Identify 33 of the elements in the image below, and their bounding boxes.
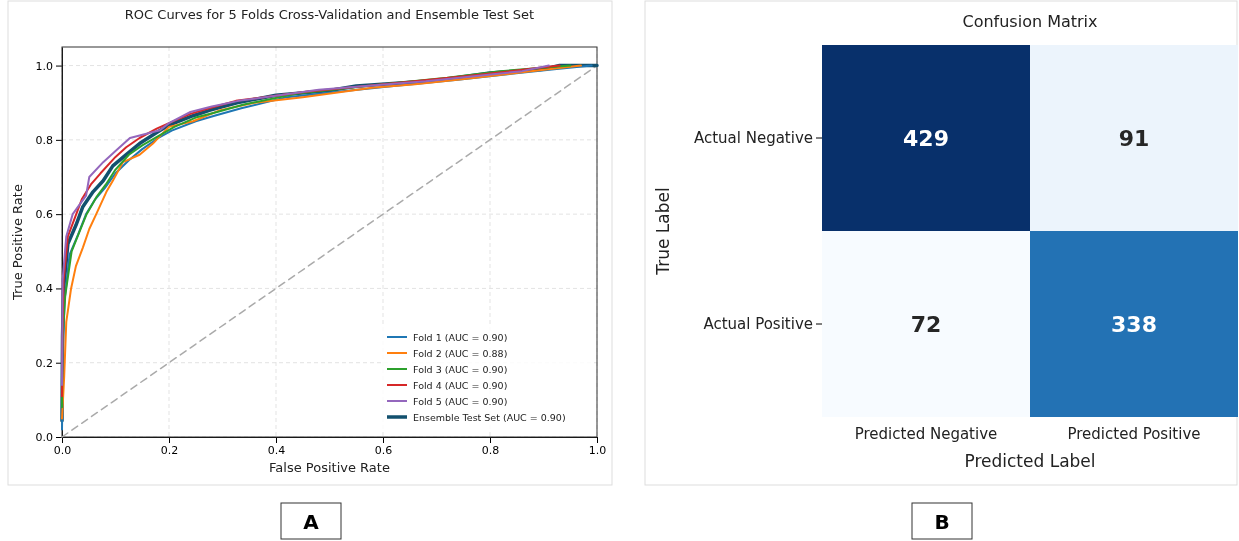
y-tick-label: 0.2 bbox=[35, 356, 53, 370]
legend-label: Ensemble Test Set (AUC = 0.90) bbox=[413, 411, 566, 423]
data-label: 72 bbox=[910, 312, 942, 337]
x-tick-label: Predicted Positive bbox=[1067, 424, 1201, 443]
x-tick-label: 0.4 bbox=[267, 443, 286, 457]
x-tick-label: 0.6 bbox=[374, 443, 393, 457]
x-tick-label: 0.8 bbox=[481, 443, 500, 457]
data-label: 91 bbox=[1118, 126, 1150, 151]
y-tick-label: Actual Positive bbox=[703, 314, 813, 333]
legend-label: Fold 5 (AUC = 0.90) bbox=[413, 395, 508, 407]
y-tick-label: 0.4 bbox=[35, 282, 53, 296]
x-axis-title: False Positive Rate bbox=[269, 460, 390, 475]
y-tick-label: 0.8 bbox=[35, 133, 53, 147]
x-axis-title: Predicted Label bbox=[964, 451, 1096, 471]
text: B bbox=[934, 510, 950, 534]
y-axis-title: True Label bbox=[653, 187, 673, 276]
text: A bbox=[303, 510, 320, 534]
data-label: 338 bbox=[1111, 312, 1157, 337]
x-tick-label: Predicted Negative bbox=[854, 424, 998, 443]
y-tick-label: Actual Negative bbox=[693, 128, 813, 147]
x-tick-label: 0.0 bbox=[53, 443, 72, 457]
legend-label: Fold 4 (AUC = 0.90) bbox=[413, 379, 508, 391]
x-tick-label: 1.0 bbox=[588, 443, 607, 457]
legend-label: Fold 3 (AUC = 0.90) bbox=[413, 363, 508, 375]
text: Confusion Matrix bbox=[962, 12, 1098, 31]
x-tick-label: 0.2 bbox=[160, 443, 179, 457]
legend-label: Fold 2 (AUC = 0.88) bbox=[413, 347, 508, 359]
legend-label: Fold 1 (AUC = 0.90) bbox=[413, 331, 508, 343]
y-axis-title: True Positive Rate bbox=[10, 184, 25, 301]
data-label: 429 bbox=[903, 126, 949, 151]
chart-title: ROC Curves for 5 Folds Cross-Validation and Ensemble Test Set bbox=[124, 7, 535, 22]
y-tick-label: 1.0 bbox=[35, 59, 53, 73]
y-tick-label: 0.6 bbox=[35, 208, 53, 222]
